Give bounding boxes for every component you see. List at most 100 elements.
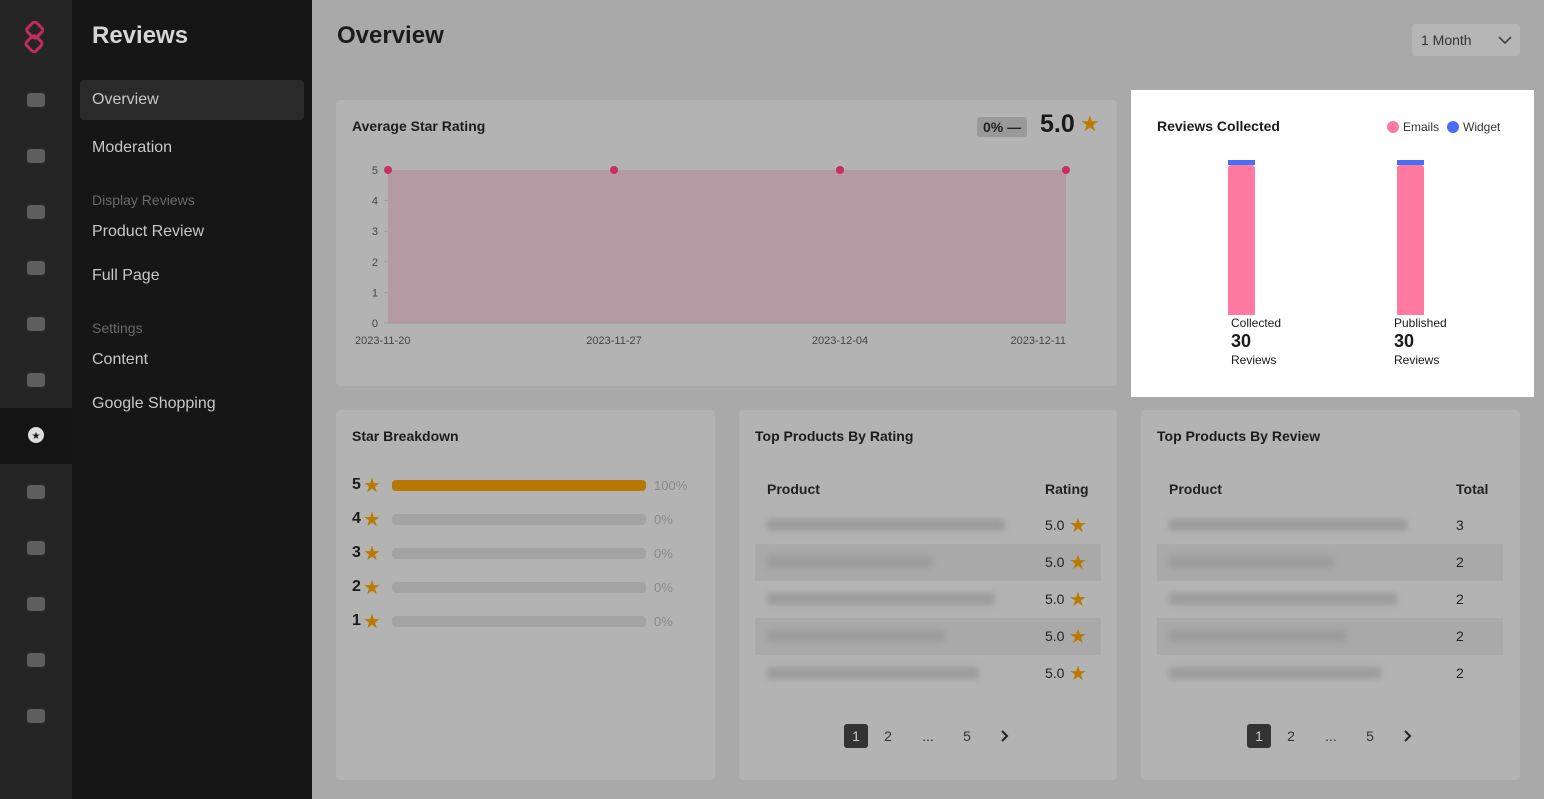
stat-value: 30 [1394, 331, 1415, 351]
page-2[interactable]: 2 [1287, 728, 1295, 744]
reviews-icon[interactable]: ★ [0, 408, 72, 464]
x-tick-label: 2023-12-11 [1011, 335, 1066, 347]
table-row[interactable]: 5.0 ★ [755, 655, 1101, 692]
percent-label: 0% [654, 614, 673, 629]
page-2[interactable]: 2 [884, 728, 892, 744]
row-value: 2 [1456, 628, 1464, 644]
product-name-redacted [767, 593, 995, 605]
star-icon: ★ [363, 611, 381, 633]
data-point [836, 166, 844, 174]
table-row[interactable]: 2 [1157, 544, 1503, 581]
marketing-icon[interactable] [0, 184, 72, 240]
y-tick-label: 3 [372, 226, 378, 238]
percent-label: 100% [654, 478, 688, 493]
progress-bar [392, 616, 646, 627]
highlight-frame: Reviews Collected Emails Widget Collecte… [1131, 90, 1534, 397]
customers-icon[interactable] [0, 128, 72, 184]
dashboard-icon[interactable] [0, 72, 72, 128]
top-products-by-review-card: Top Products By Review Product Total 3 2 2… [1141, 410, 1520, 780]
newsletter-icon[interactable] [0, 520, 72, 576]
product-name-redacted [767, 519, 1005, 531]
card-title: Top Products By Rating [755, 428, 914, 444]
logout-icon[interactable] [0, 632, 72, 688]
star-icon: ★ [363, 543, 381, 565]
product-name-redacted [1169, 667, 1381, 679]
star-icon: ★ [1069, 663, 1087, 685]
bar-widget [1228, 160, 1255, 166]
nav-content[interactable]: Content [92, 351, 149, 368]
percent-label: 0% [654, 512, 673, 527]
legend-emails: Emails [1403, 120, 1440, 134]
table-row[interactable]: 5.0 ★ [755, 544, 1101, 581]
star-level: 1 [352, 612, 361, 629]
stat-unit: Reviews [1231, 353, 1277, 367]
reviews-collected-card: Reviews Collected Emails Widget Collecte… [1141, 100, 1520, 386]
export-icon[interactable] [0, 352, 72, 408]
star-icon: ★ [363, 577, 381, 599]
card-title: Top Products By Review [1157, 428, 1321, 444]
product-name-redacted [1169, 519, 1407, 531]
table-row[interactable]: 2 [1157, 618, 1503, 655]
box-icon[interactable] [0, 464, 72, 520]
sync-icon[interactable] [0, 240, 72, 296]
page-title: Overview [337, 22, 444, 49]
star-icon: ★ [1069, 515, 1087, 537]
trend-icon: — [1007, 119, 1022, 135]
stat-label: Collected [1231, 316, 1282, 330]
section-settings: Settings [92, 320, 143, 336]
table-row[interactable]: 2 [1157, 655, 1503, 692]
column-header-product: Product [767, 481, 820, 497]
product-name-redacted [1169, 593, 1397, 605]
y-tick-label: 4 [372, 196, 378, 208]
average-star-rating-card: Average Star Rating 0% — 5.0 ★ 0 1 2 3 4 5 202… [336, 100, 1117, 386]
row-value: 5.0 [1045, 665, 1065, 681]
rating-area-chart: 0 1 2 3 4 5 2023-11-20 2023-11-27 2023-12-04 2023… [355, 165, 1070, 347]
stat-value: 30 [1231, 331, 1252, 351]
messages-icon[interactable] [0, 296, 72, 352]
y-tick-label: 5 [372, 165, 378, 177]
stat-published: Published 30 Reviews [1394, 316, 1447, 367]
star-icon: ★ [1069, 552, 1087, 574]
y-tick-label: 2 [372, 257, 378, 269]
x-tick-label: 2023-11-27 [586, 335, 641, 347]
card-title: Star Breakdown [352, 428, 459, 444]
legend-widget-swatch [1447, 121, 1460, 133]
page-ellipsis: ... [922, 728, 934, 744]
x-tick-label: 2023-12-04 [812, 335, 868, 347]
period-select[interactable]: 1 Month [1412, 24, 1520, 56]
table-row[interactable]: 2 [1157, 581, 1503, 618]
next-page-chevron-icon[interactable] [1395, 724, 1419, 748]
logo-icon [0, 10, 72, 66]
icon-rail: ★ [0, 0, 72, 799]
table-row[interactable]: 3 [1157, 507, 1503, 544]
nav-google-shopping[interactable]: Google Shopping [92, 395, 216, 412]
nav-full-page[interactable]: Full Page [92, 267, 160, 284]
change-value: 0% [983, 119, 1004, 135]
card-title: Reviews Collected [1157, 118, 1280, 134]
chevron-down-icon [1498, 24, 1512, 67]
legend-widget: Widget [1463, 120, 1501, 134]
star-breakdown-card: Star Breakdown 5 ★ 100% 4 ★ 0% 3 ★ 0% 2 … [336, 410, 715, 780]
star-level: 3 [352, 544, 361, 561]
sidebar-nav: Reviews Overview Moderation Display Revi… [72, 0, 312, 799]
card-title: Average Star Rating [352, 118, 486, 134]
data-point [384, 166, 392, 174]
row-value: 2 [1456, 665, 1464, 681]
page-1[interactable]: 1 [844, 724, 868, 748]
nav-overview[interactable]: Overview [80, 80, 304, 120]
next-page-chevron-icon[interactable] [992, 724, 1016, 748]
star-row: 3 ★ 0% [352, 542, 692, 565]
user-settings-icon[interactable] [0, 688, 72, 744]
table-row[interactable]: 5.0 ★ [755, 618, 1101, 655]
nav-product-review[interactable]: Product Review [92, 223, 205, 240]
settings-icon[interactable] [0, 576, 72, 632]
progress-bar [392, 548, 646, 559]
table-row[interactable]: 5.0 ★ [755, 581, 1101, 618]
star-row: 2 ★ 0% [352, 576, 692, 599]
nav-moderation[interactable]: Moderation [92, 139, 173, 156]
page-1[interactable]: 1 [1247, 724, 1271, 748]
page-5[interactable]: 5 [963, 728, 971, 744]
percent-label: 0% [654, 546, 673, 561]
table-row[interactable]: 5.0 ★ [755, 507, 1101, 544]
page-5[interactable]: 5 [1366, 728, 1374, 744]
